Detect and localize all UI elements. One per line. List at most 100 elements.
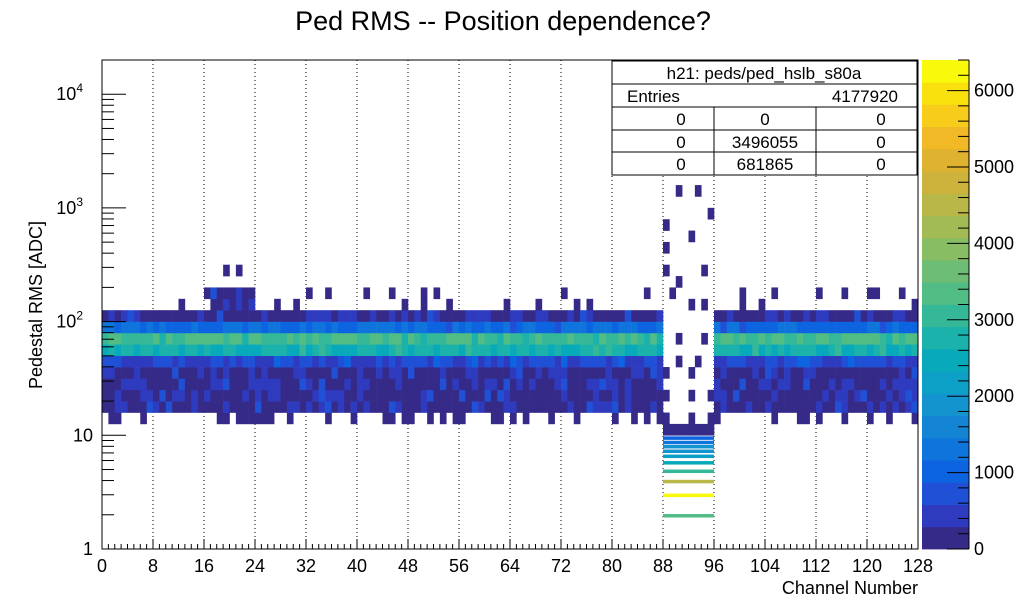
heatmap-cell bbox=[471, 355, 479, 368]
heatmap-cell bbox=[146, 378, 154, 391]
heatmap-cell bbox=[816, 401, 823, 413]
heatmap-cell bbox=[133, 344, 141, 356]
heatmap-cell bbox=[306, 389, 313, 402]
heatmap-cell bbox=[204, 378, 211, 391]
heatmap-cell bbox=[911, 344, 919, 356]
heatmap-cell bbox=[663, 412, 670, 425]
heatmap-cell bbox=[178, 344, 186, 356]
heatmap-cell bbox=[548, 412, 555, 425]
heatmap-cell bbox=[541, 332, 549, 345]
heatmap-cell bbox=[452, 344, 460, 356]
heatmap-cell bbox=[573, 310, 581, 322]
heatmap-cell bbox=[395, 378, 402, 391]
heatmap-cell bbox=[586, 378, 594, 391]
heatmap-cell bbox=[592, 355, 600, 368]
heatmap-cell bbox=[133, 389, 141, 402]
heatmap-cell bbox=[216, 321, 224, 334]
heatmap-cell bbox=[408, 367, 415, 379]
heatmap-cell bbox=[255, 401, 262, 413]
heatmap-cell bbox=[210, 367, 218, 379]
heatmap-cell bbox=[376, 344, 383, 356]
heatmap-cell bbox=[420, 389, 428, 402]
heatmap-cell bbox=[643, 344, 651, 356]
heatmap-cell bbox=[267, 344, 275, 356]
heatmap-cell bbox=[465, 321, 473, 334]
heatmap-cell bbox=[612, 355, 619, 368]
x-tick-label: 88 bbox=[653, 556, 673, 576]
heatmap-cell bbox=[803, 378, 810, 391]
heatmap-cell bbox=[299, 389, 307, 402]
heatmap-cell bbox=[318, 355, 326, 368]
heatmap-cell bbox=[172, 310, 179, 322]
heatmap-cell bbox=[803, 412, 810, 425]
heatmap-cell bbox=[522, 412, 530, 425]
x-tick-label: 48 bbox=[398, 556, 418, 576]
heatmap-cell bbox=[229, 344, 237, 356]
heatmap-cell bbox=[197, 389, 205, 402]
heatmap-cell bbox=[165, 355, 173, 368]
heatmap-cell bbox=[242, 298, 249, 311]
heatmap-cell bbox=[248, 298, 256, 311]
heatmap-cell bbox=[140, 389, 147, 402]
heatmap-cell bbox=[388, 355, 396, 368]
heatmap-cell bbox=[465, 389, 473, 402]
heatmap-cell bbox=[758, 332, 766, 345]
x-axis: 0 8 16 24 32 40 48 56 64 72 80 88 96 104 112 120 128 bbox=[97, 539, 933, 576]
heatmap-cell bbox=[108, 344, 116, 356]
x-tick-label: 120 bbox=[852, 556, 882, 576]
heatmap-cell bbox=[312, 389, 320, 402]
heatmap-cell bbox=[771, 401, 779, 413]
heatmap-cell bbox=[573, 389, 581, 402]
heatmap-cell bbox=[401, 412, 409, 425]
heatmap-cell bbox=[350, 389, 358, 402]
heatmap-cell bbox=[656, 367, 664, 379]
heatmap-cell bbox=[223, 367, 230, 379]
stats-r2c1: 0 bbox=[676, 133, 685, 152]
heatmap-cell bbox=[612, 412, 619, 425]
heatmap-cell bbox=[905, 401, 912, 413]
heatmap-cell bbox=[197, 378, 205, 391]
heatmap-cell bbox=[427, 389, 434, 402]
heatmap-cell bbox=[650, 321, 657, 334]
heatmap-cell bbox=[363, 355, 371, 368]
heatmap-cell bbox=[612, 389, 619, 402]
color-scale-swatch bbox=[922, 82, 969, 105]
heatmap-cell bbox=[184, 332, 192, 345]
heatmap-cell bbox=[497, 310, 504, 322]
heatmap-cell bbox=[459, 401, 466, 413]
heatmap-cell bbox=[714, 367, 721, 379]
heatmap-cell bbox=[178, 355, 186, 368]
heatmap-cell bbox=[624, 401, 632, 413]
heatmap-cell bbox=[121, 367, 128, 379]
heatmap-cell bbox=[433, 378, 441, 391]
heatmap-cell bbox=[631, 378, 638, 391]
heatmap-cell bbox=[554, 321, 562, 334]
heatmap-cell bbox=[331, 310, 339, 322]
heatmap-cell bbox=[758, 344, 766, 356]
heatmap-cell bbox=[274, 310, 281, 322]
heatmap-cell bbox=[835, 378, 842, 391]
heatmap-cell bbox=[892, 321, 900, 334]
heatmap-cell bbox=[720, 332, 728, 345]
heatmap-cell bbox=[337, 310, 345, 322]
heatmap-cell bbox=[637, 310, 645, 322]
heatmap-cell bbox=[637, 321, 645, 334]
heatmap-cell bbox=[554, 344, 562, 356]
heatmap-cell bbox=[484, 332, 492, 345]
heatmap-cell bbox=[369, 332, 377, 345]
heatmap-cell bbox=[726, 344, 734, 356]
heatmap-cell bbox=[478, 401, 485, 413]
heatmap-cell bbox=[675, 423, 683, 436]
heatmap-cell bbox=[497, 389, 504, 402]
heatmap-cell bbox=[140, 412, 147, 425]
heatmap-cell bbox=[395, 310, 402, 322]
heatmap-cell bbox=[102, 321, 109, 334]
stats-r1c1: 0 bbox=[676, 110, 685, 129]
heatmap-cell bbox=[114, 310, 122, 322]
heatmap-cell bbox=[522, 367, 530, 379]
heatmap-cell bbox=[733, 378, 740, 391]
heatmap-cell bbox=[637, 401, 645, 413]
heatmap-cell bbox=[484, 321, 492, 334]
heatmap-cell bbox=[363, 389, 371, 402]
heatmap-cell bbox=[414, 332, 422, 345]
